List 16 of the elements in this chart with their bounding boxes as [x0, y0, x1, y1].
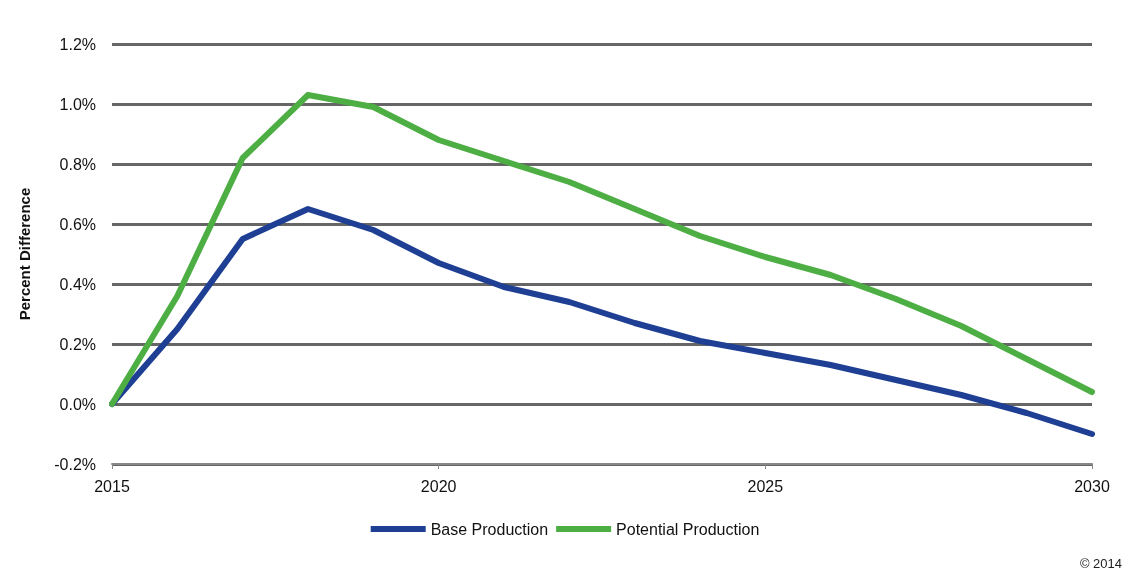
y-tick-label: 1.0%	[59, 95, 96, 113]
legend-label: Potential Production	[616, 520, 760, 538]
y-axis-title: Percent Difference	[16, 187, 33, 321]
legend-label: Base Production	[430, 520, 549, 538]
x-tick-label: 2025	[747, 477, 784, 495]
y-tick-label: 0.4%	[59, 275, 96, 293]
y-tick-label: 0.0%	[59, 395, 96, 413]
text: © 2014	[1079, 556, 1123, 571]
y-tick-label: 0.6%	[59, 215, 96, 233]
y-tick-label: 0.2%	[59, 335, 96, 353]
x-tick-label: 2020	[420, 477, 457, 495]
x-tick-label: 2015	[94, 477, 130, 495]
x-tick-label: 2030	[1074, 477, 1110, 495]
y-tick-label: -0.2%	[54, 455, 96, 473]
y-tick-label: 0.8%	[59, 155, 96, 173]
y-tick-label: 1.2%	[59, 35, 96, 53]
